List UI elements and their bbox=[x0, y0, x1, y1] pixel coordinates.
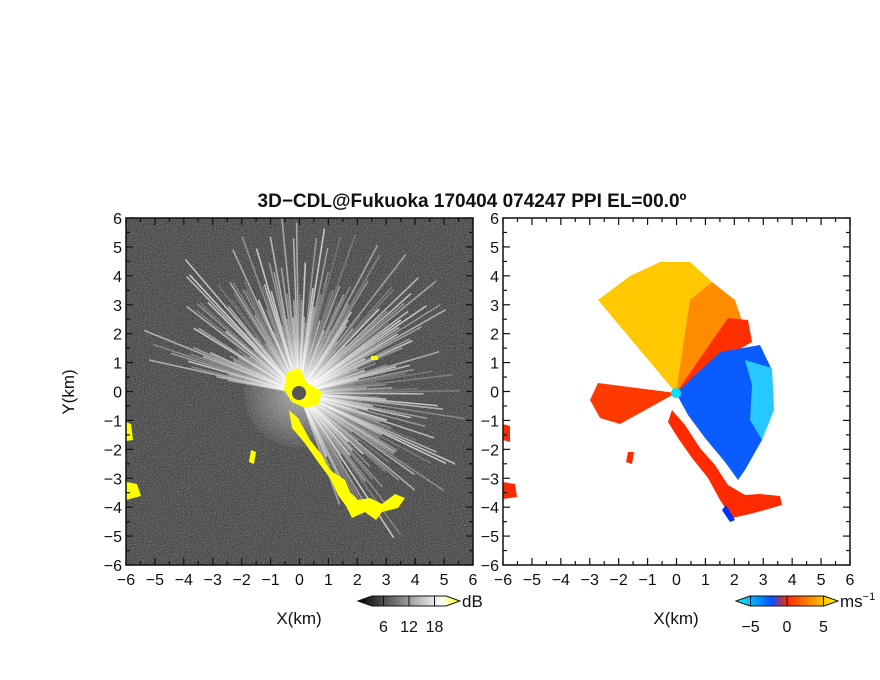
velocity-blue-region bbox=[676, 345, 772, 480]
left-x-axis-label: X(km) bbox=[276, 609, 321, 628]
left-x-tick-label: 4 bbox=[411, 572, 420, 589]
right-x-tick-label: 5 bbox=[817, 572, 826, 589]
right-axis-ticks: −6 −5 −4 −3 −2 −1 0 1 2 3 4 5 6 6 5 4 3 2 1 0 −1 −2 −3 −4 −5 −6 bbox=[481, 211, 855, 589]
right-y-tick-label: −3 bbox=[481, 471, 499, 488]
left-axis-ticks: −6 −5 −4 −3 −2 −1 0 1 2 3 4 5 6 6 5 4 3 2 1 0 −1 −2 −3 −4 −5 −6 bbox=[104, 211, 478, 589]
left-y-tick-label: 0 bbox=[113, 385, 122, 402]
velocity-left-edge-echo-2 bbox=[503, 482, 517, 499]
right-x-tick-label: 4 bbox=[788, 572, 797, 589]
right-colorbar-tick-label: −5 bbox=[741, 619, 759, 636]
right-y-tick-label: 6 bbox=[490, 211, 499, 228]
velocity-left-edge-echo-1 bbox=[503, 424, 510, 442]
right-y-tick-label: 3 bbox=[490, 298, 499, 315]
left-x-tick-label: −5 bbox=[146, 572, 164, 589]
left-x-tick-label: −4 bbox=[175, 572, 193, 589]
right-colorbar-unit-exp: −1 bbox=[863, 591, 876, 603]
right-y-tick-label: 1 bbox=[490, 356, 499, 373]
velocity-yellow-sector bbox=[598, 262, 728, 393]
left-y-tick-label: 5 bbox=[113, 240, 122, 257]
velocity-cyan-edge bbox=[745, 360, 774, 440]
velocity-orange-sector bbox=[676, 282, 745, 393]
left-x-tick-label: −3 bbox=[204, 572, 222, 589]
velocity-blue-fringe bbox=[722, 505, 735, 522]
right-velocity-field bbox=[503, 262, 782, 522]
left-y-tick-label: −2 bbox=[104, 442, 122, 459]
velocity-red-rim bbox=[668, 410, 782, 518]
left-x-tick-label: −6 bbox=[117, 572, 135, 589]
left-colorbar-ticks: 6 12 18 bbox=[379, 596, 444, 636]
velocity-small-echo bbox=[626, 452, 634, 464]
right-y-tick-label: −5 bbox=[481, 529, 499, 546]
left-radar-center bbox=[292, 386, 306, 400]
chart-title: 3D−CDL@Fukuoka 170404 074247 PPI EL=00.0… bbox=[258, 191, 687, 212]
left-plot-area bbox=[126, 218, 473, 565]
right-colorbar-tick-label: 5 bbox=[819, 619, 828, 636]
left-y-tick-label: −3 bbox=[104, 471, 122, 488]
left-x-tick-label: 0 bbox=[295, 572, 304, 589]
left-y-axis-label: Y(km) bbox=[59, 369, 78, 414]
right-y-tick-label: −2 bbox=[481, 442, 499, 459]
left-echo-rays bbox=[143, 218, 465, 538]
left-y-tick-label: 3 bbox=[113, 298, 122, 315]
right-y-tick-label: 4 bbox=[490, 269, 499, 286]
right-x-tick-label: −1 bbox=[638, 572, 656, 589]
right-x-tick-label: −3 bbox=[581, 572, 599, 589]
right-colorbar-ticks: −5 0 5 bbox=[741, 596, 828, 636]
right-panel: −6 −5 −4 −3 −2 −1 0 1 2 3 4 5 6 6 5 4 3 2 1 0 −1 −2 −3 −4 −5 −6 X… bbox=[481, 211, 875, 636]
left-x-tick-label: −2 bbox=[233, 572, 251, 589]
right-x-tick-label: −5 bbox=[523, 572, 541, 589]
right-y-tick-label: 5 bbox=[490, 240, 499, 257]
left-y-tick-label: −1 bbox=[104, 413, 122, 430]
right-x-tick-label: 6 bbox=[846, 572, 855, 589]
velocity-red-band bbox=[676, 318, 752, 393]
right-colorbar-tick-label: 0 bbox=[783, 619, 792, 636]
left-y-tick-label: 6 bbox=[113, 211, 122, 228]
left-y-tick-label: 1 bbox=[113, 356, 122, 373]
right-x-tick-label: −6 bbox=[494, 572, 512, 589]
right-x-tick-label: −4 bbox=[552, 572, 570, 589]
right-radar-center bbox=[671, 388, 681, 398]
right-colorbar-unit-base: ms bbox=[840, 592, 863, 611]
right-x-tick-label: −2 bbox=[610, 572, 628, 589]
right-x-tick-label: 1 bbox=[701, 572, 710, 589]
right-x-axis-label: X(km) bbox=[653, 609, 698, 628]
left-colorbar-tick-label: 18 bbox=[426, 619, 444, 636]
left-y-tick-label: 2 bbox=[113, 327, 122, 344]
right-y-tick-label: −1 bbox=[481, 413, 499, 430]
velocity-red-west-fan bbox=[590, 383, 676, 424]
left-colorbar-tick-label: 12 bbox=[400, 619, 418, 636]
right-y-tick-label: 2 bbox=[490, 327, 499, 344]
left-y-tick-label: −5 bbox=[104, 529, 122, 546]
left-x-tick-label: 2 bbox=[353, 572, 362, 589]
right-x-tick-label: 0 bbox=[672, 572, 681, 589]
right-x-tick-label: 3 bbox=[759, 572, 768, 589]
right-y-tick-label: −6 bbox=[481, 558, 499, 575]
left-x-tick-label: 5 bbox=[440, 572, 449, 589]
right-plot-area bbox=[503, 218, 850, 565]
right-colorbar: −5 0 5 ms−1 bbox=[734, 591, 875, 636]
left-x-tick-label: −1 bbox=[261, 572, 279, 589]
right-colorbar-unit: ms−1 bbox=[840, 591, 875, 611]
right-x-tick-label: 2 bbox=[730, 572, 739, 589]
left-y-tick-label: −6 bbox=[104, 558, 122, 575]
left-colorbar-tick-label: 6 bbox=[379, 619, 388, 636]
left-y-tick-label: −4 bbox=[104, 500, 122, 517]
left-x-tick-label: 1 bbox=[324, 572, 333, 589]
left-x-tick-label: 3 bbox=[382, 572, 391, 589]
right-y-tick-label: 0 bbox=[490, 385, 499, 402]
left-x-tick-label: 6 bbox=[469, 572, 478, 589]
left-colorbar-unit: dB bbox=[462, 592, 483, 611]
left-colorbar: 6 12 18 dB bbox=[356, 592, 483, 636]
left-y-tick-label: 4 bbox=[113, 269, 122, 286]
right-y-tick-label: −4 bbox=[481, 500, 499, 517]
